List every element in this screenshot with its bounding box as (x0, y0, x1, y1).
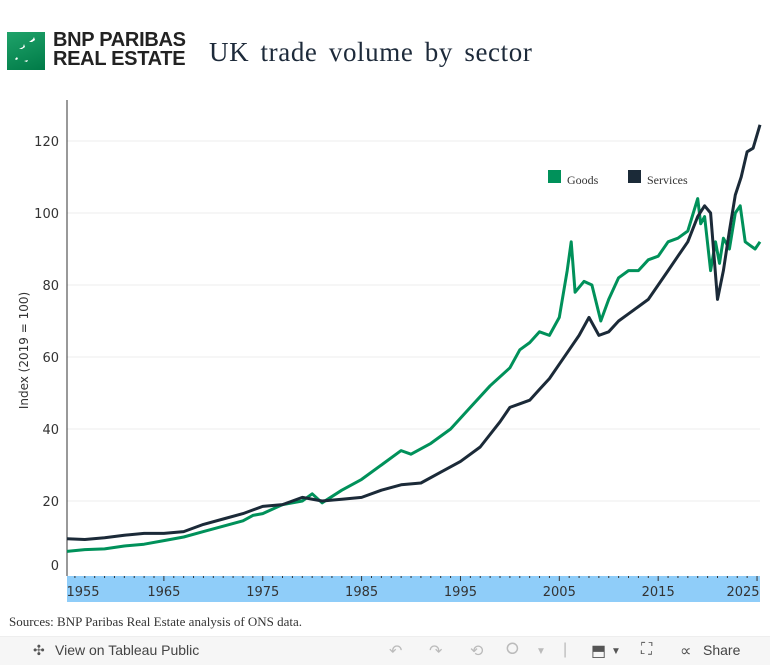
fullscreen-icon[interactable]: ⛶ (641, 641, 653, 658)
x-tick-label: 1965 (147, 585, 180, 600)
x-axis-band (67, 576, 760, 602)
series-line-goods (66, 197, 762, 553)
x-tick-label: 1975 (246, 585, 279, 600)
line-chart: 0 20 40 60 80 100 120 Index (2019 = 100) 1955 196… (17, 100, 762, 602)
sources-note: Sources: BNP Paribas Real Estate analysi… (9, 614, 303, 629)
divider: | (563, 641, 568, 658)
series-line-services (66, 124, 762, 541)
x-tick-label: 1985 (345, 585, 378, 600)
y-tick-label: 0 (51, 559, 59, 574)
redo-icon[interactable]: ↷ (429, 643, 443, 660)
brand-line-2: REAL ESTATE (53, 48, 186, 70)
tableau-toolbar: ✣ View on Tableau Public ↶ ↷ ⟲ ⭘ ▼ | ⬒ ▼… (0, 636, 770, 665)
share-icon[interactable]: ∝ (680, 643, 692, 660)
revert-icon[interactable]: ⟲ (470, 643, 484, 660)
undo-icon[interactable]: ↶ (389, 643, 403, 660)
download-dropdown-icon[interactable]: ▼ (611, 646, 621, 657)
x-tick-label: 2015 (642, 585, 675, 600)
y-tick-label: 60 (42, 351, 59, 366)
y-tick-label: 80 (42, 279, 59, 294)
tableau-logo-icon[interactable]: ✣ (33, 642, 45, 658)
y-tick-label: 100 (34, 207, 59, 222)
x-tick-label: 1955 (66, 585, 99, 600)
y-axis-title: Index (2019 = 100) (17, 292, 31, 409)
legend-swatch-services[interactable] (628, 170, 641, 183)
bnp-logo-icon (7, 32, 45, 70)
legend-label-goods[interactable]: Goods (567, 173, 599, 187)
legend-label-services[interactable]: Services (647, 173, 688, 187)
y-tick-label: 20 (42, 495, 59, 510)
brand-line-1: BNP PARIBAS (53, 29, 186, 51)
refresh-icon[interactable]: ⭘ (506, 641, 519, 658)
x-tick-label: 1995 (444, 585, 477, 600)
view-on-tableau-link[interactable]: View on Tableau Public (55, 642, 200, 658)
legend-swatch-goods[interactable] (548, 170, 561, 183)
x-tick-label: 2025 (726, 585, 759, 600)
y-tick-label: 120 (34, 135, 59, 150)
refresh-dropdown-icon[interactable]: ▼ (536, 646, 546, 657)
download-icon[interactable]: ⬒ (591, 643, 607, 660)
x-tick-label: 2005 (543, 585, 576, 600)
brand-name: BNP PARIBAS REAL ESTATE (53, 29, 186, 70)
y-tick-label: 40 (42, 423, 59, 438)
share-button[interactable]: Share (703, 642, 741, 658)
chart-title: UK trade volume by sector (209, 37, 533, 67)
